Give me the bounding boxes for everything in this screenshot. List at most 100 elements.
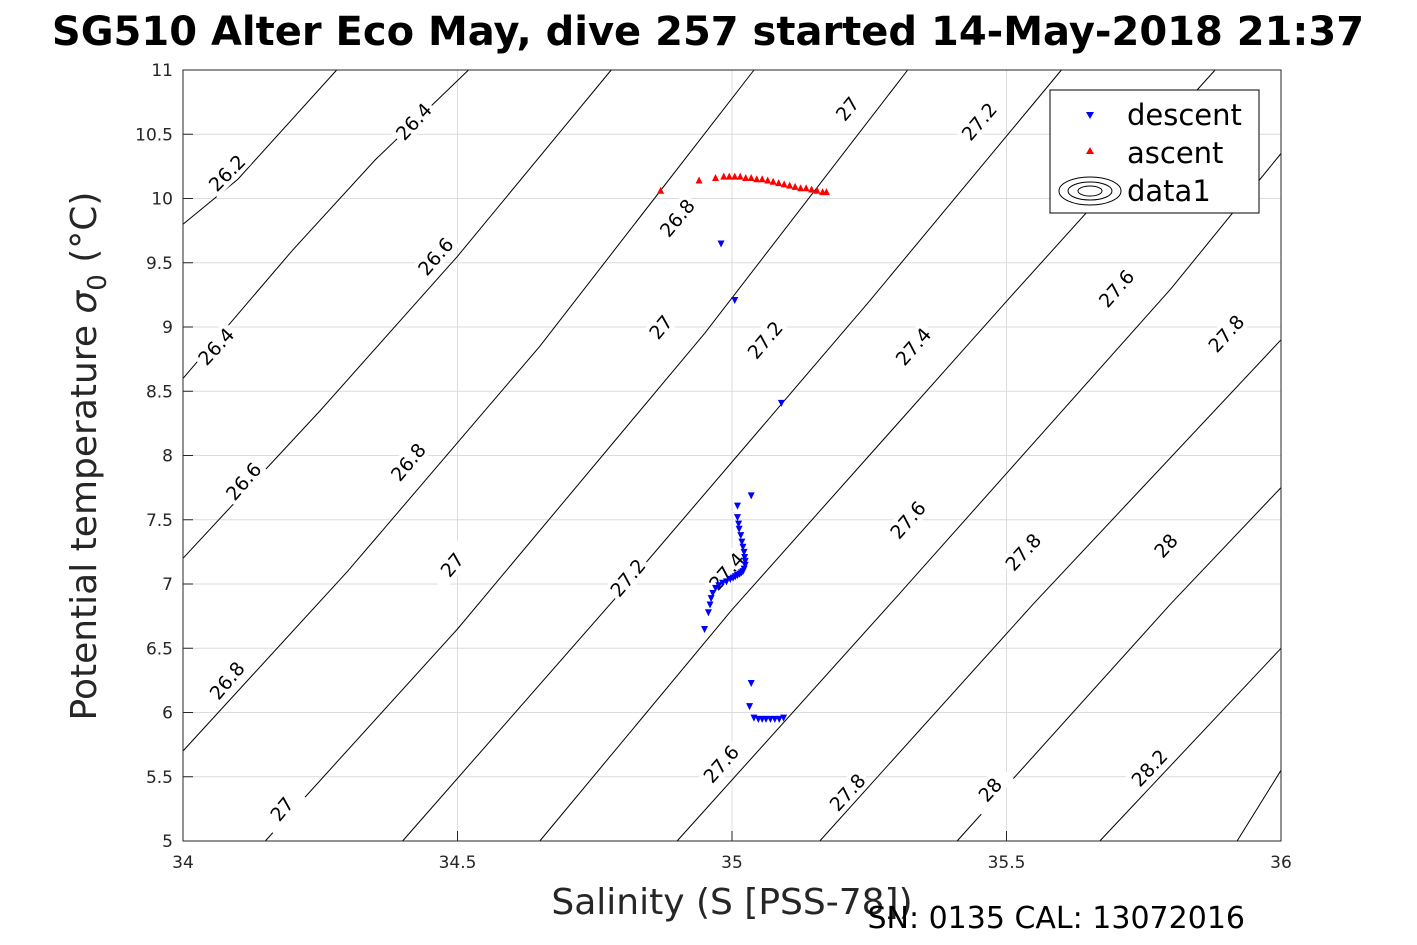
- descent-point: [715, 582, 723, 590]
- data-series: [657, 172, 830, 723]
- descent-point: [741, 557, 749, 565]
- contour-label: 28: [965, 764, 1015, 815]
- y-tick-label: 11: [151, 61, 173, 81]
- y-tick-label: 8.5: [146, 382, 173, 402]
- contour-label-bg: [955, 96, 1004, 147]
- descent-point: [741, 554, 749, 562]
- ascent-point: [657, 186, 665, 194]
- density-contour-27.8: [819, 339, 1282, 842]
- y-tick-label: 5.5: [146, 768, 173, 788]
- ascent-point: [791, 182, 799, 190]
- x-tick-label: 36: [1270, 853, 1292, 873]
- descent-point: [747, 492, 755, 500]
- contour-label-bg: [822, 767, 872, 818]
- density-contour-labels: 26.226.426.426.626.626.826.826.827272727…: [191, 83, 1251, 835]
- legend-data1-label: data1: [1127, 174, 1211, 208]
- contour-label-bg: [636, 301, 685, 353]
- descent-point: [766, 715, 774, 723]
- y-tick-label: 7.5: [146, 511, 173, 531]
- ascent-point: [775, 179, 783, 187]
- legend-descent-marker: [1086, 112, 1094, 119]
- contour-label-bg: [389, 96, 438, 147]
- contour-label-bg: [257, 783, 306, 835]
- descent-point: [733, 514, 741, 522]
- ascent-point: [712, 173, 720, 181]
- density-contour-28.2: [1099, 647, 1282, 842]
- y-axis-label: Potential temperature σ0 (°C): [64, 192, 113, 721]
- contour-label-bg: [823, 83, 872, 135]
- descent-point: [747, 679, 755, 687]
- ascent-point: [764, 176, 772, 184]
- x-tick-label: 34: [172, 853, 194, 873]
- density-contour-27.2: [402, 69, 1062, 842]
- ascent-point: [742, 173, 750, 181]
- descent-point: [737, 532, 745, 540]
- descent-point: [731, 297, 739, 305]
- ascent-point: [753, 175, 761, 183]
- contour-label-bg: [653, 192, 701, 244]
- descent-point: [746, 703, 754, 711]
- series-descent: [701, 240, 788, 723]
- y-tick-label: 9.5: [146, 254, 173, 274]
- descent-point: [701, 625, 709, 633]
- descent-point: [740, 548, 748, 556]
- density-contour-26.8: [182, 69, 755, 752]
- descent-point: [706, 601, 714, 609]
- y-axis-label-subscript: 0: [83, 274, 113, 291]
- contour-label-bg: [696, 738, 746, 790]
- descent-point: [735, 525, 743, 533]
- x-tick-label: 35.5: [988, 853, 1026, 873]
- y-axis-label-unit: (°C): [64, 192, 105, 275]
- legend: descent ascent data1: [1049, 89, 1260, 214]
- density-contour-26.2: [182, 69, 338, 225]
- descent-point: [739, 543, 747, 551]
- contour-label-bg: [191, 321, 241, 372]
- ascent-point: [731, 172, 739, 180]
- legend-ascent-marker: [1086, 147, 1094, 154]
- calibration-footer: SN: 0135 CAL: 13072016: [867, 901, 1245, 936]
- y-axis-label-sigma: σ: [64, 290, 105, 314]
- x-axis-label: Salinity (S [PSS-78]): [551, 882, 912, 923]
- ascent-point: [813, 186, 821, 194]
- legend-descent-label: descent: [1127, 98, 1242, 132]
- y-tick-label: 7: [162, 575, 173, 595]
- y-tick-label: 10: [151, 190, 173, 210]
- y-axis-label-main: Potential temperature: [64, 314, 105, 721]
- contour-label-bg: [203, 654, 251, 706]
- ascent-point: [786, 181, 794, 189]
- contour-label-bg: [702, 545, 751, 597]
- contour-label-bg: [1141, 520, 1191, 571]
- descent-point: [735, 520, 743, 528]
- x-tick-label: 34.5: [439, 853, 477, 873]
- density-contour-28.4: [1236, 770, 1282, 842]
- axis-ticks: 34 34.5 35 35.5 36 5 5.5 6 6.5 7 7.5 8 8.5 9 9.5 10 10.5…: [135, 61, 1292, 873]
- ascent-point: [808, 185, 816, 193]
- density-contour-27: [264, 69, 909, 842]
- ascent-point: [769, 177, 777, 185]
- contour-label-bg: [965, 764, 1015, 815]
- legend-contour-icon: [1058, 176, 1122, 206]
- legend-ascent-label: ascent: [1127, 136, 1223, 170]
- grid-lines: [182, 69, 1282, 842]
- density-contour-28: [956, 487, 1282, 842]
- chart-title: SG510 Alter Eco May, dive 257 started 14…: [52, 9, 1364, 55]
- x-tick-label: 35: [721, 853, 743, 873]
- contour-label-bg: [603, 552, 652, 603]
- y-tick-label: 10.5: [135, 125, 173, 145]
- ascent-point: [725, 172, 733, 180]
- ascent-point: [720, 172, 728, 180]
- contour-label-bg: [1092, 263, 1141, 314]
- ascent-point: [695, 176, 703, 184]
- descent-point: [719, 579, 727, 587]
- ascent-point: [736, 172, 744, 180]
- contour-label-bg: [1124, 742, 1174, 793]
- y-tick-label: 5: [162, 832, 173, 852]
- series-ascent: [657, 172, 830, 196]
- ascent-point: [822, 188, 830, 196]
- descent-point: [717, 240, 725, 248]
- y-tick-label: 6: [162, 704, 173, 724]
- descent-point: [726, 575, 734, 583]
- descent-point: [771, 715, 779, 723]
- contour-label-bg: [202, 148, 252, 198]
